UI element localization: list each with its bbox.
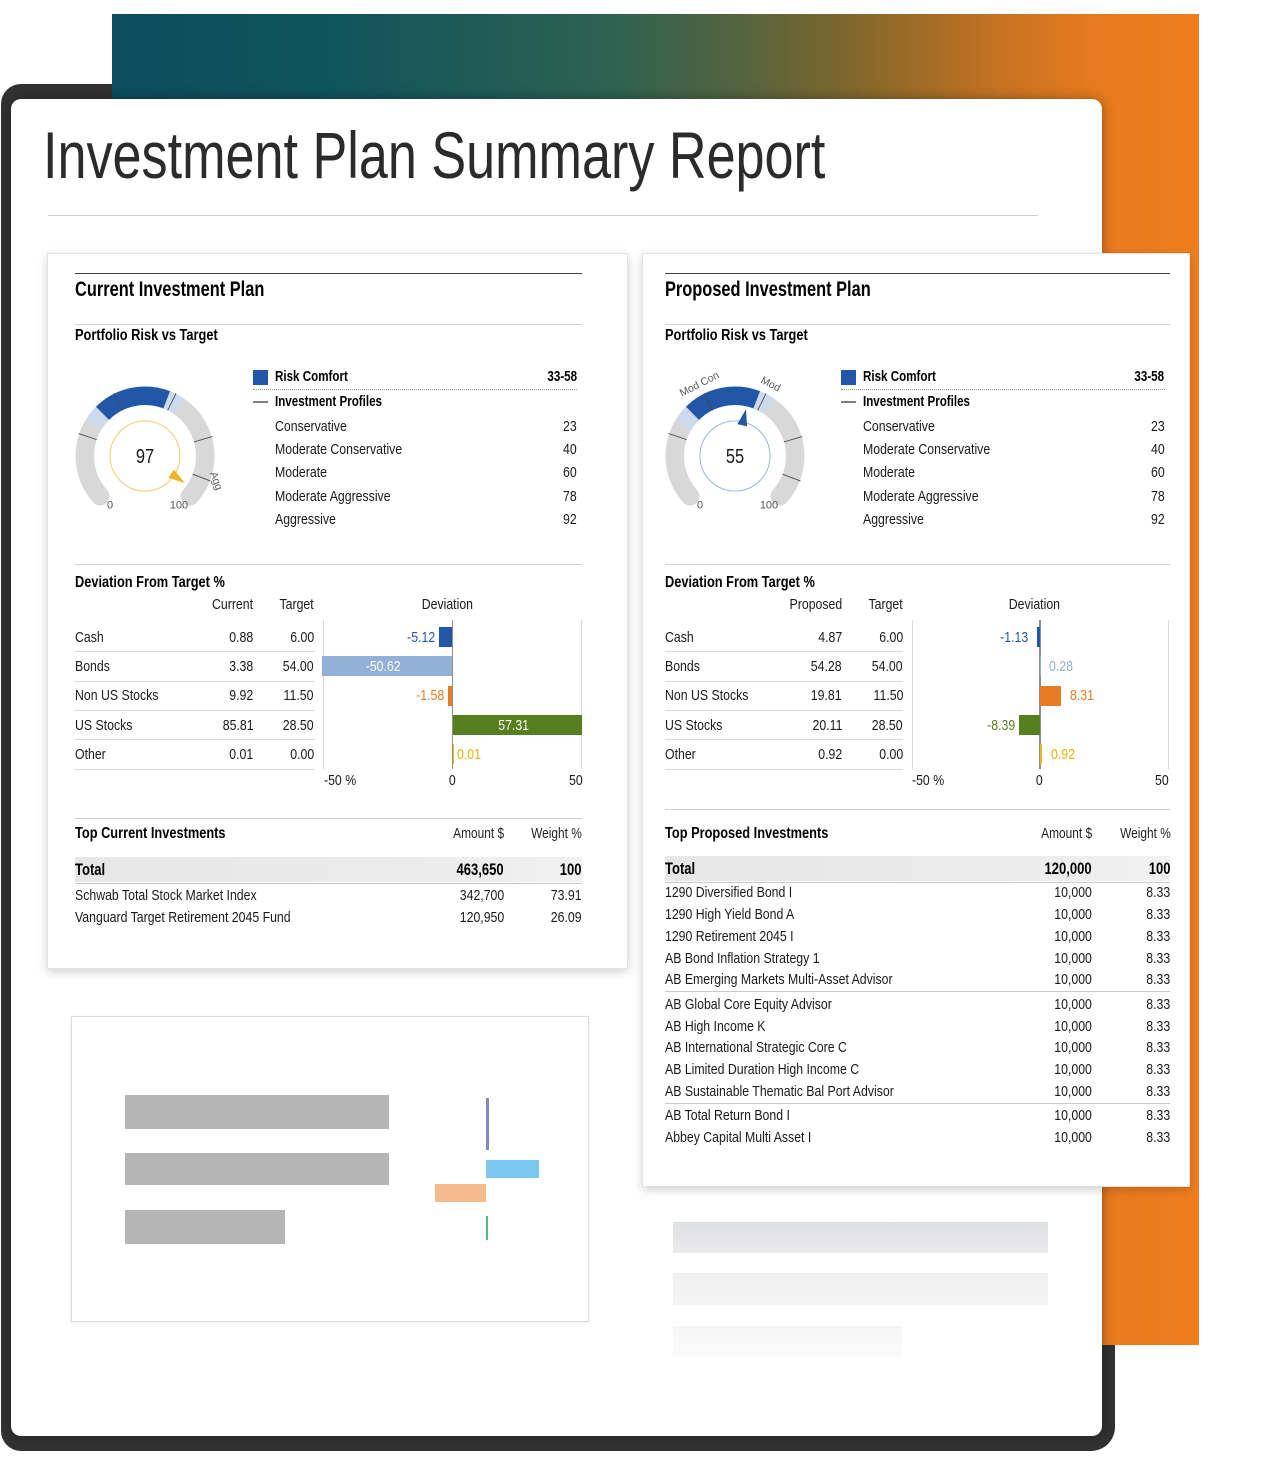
svg-text:0: 0 — [107, 500, 113, 512]
svg-text:Mod: Mod — [758, 375, 782, 395]
svg-text:Agg: Agg — [207, 470, 225, 492]
svg-text:100: 100 — [169, 500, 187, 512]
svg-text:97: 97 — [135, 445, 153, 468]
svg-text:100: 100 — [759, 500, 777, 512]
svg-text:0: 0 — [697, 500, 703, 512]
svg-text:55: 55 — [725, 445, 743, 468]
